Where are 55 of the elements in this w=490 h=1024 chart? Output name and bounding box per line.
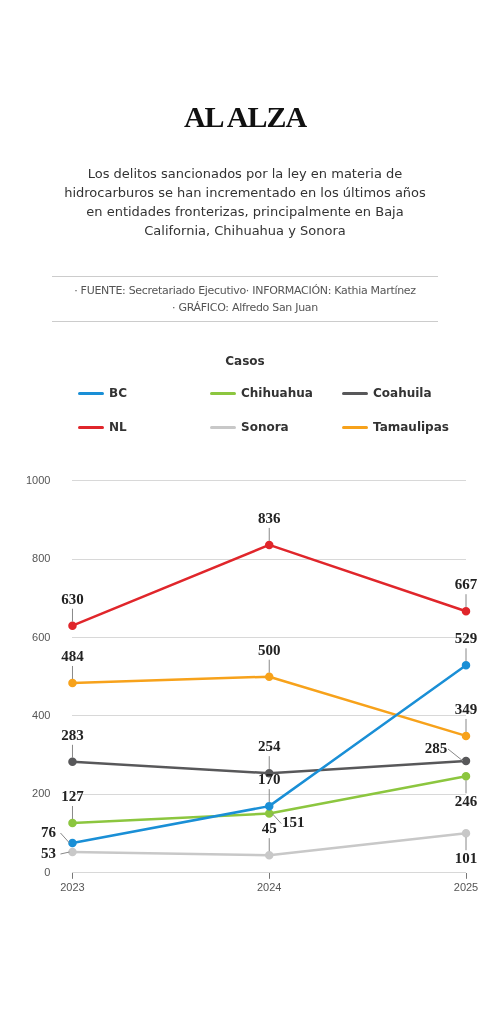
point bbox=[461, 828, 471, 838]
data-label: 500 bbox=[257, 641, 281, 658]
data-label: 101 bbox=[454, 850, 478, 867]
text: · GRÁFICO: Alfredo San Juan bbox=[171, 300, 319, 316]
data-label: 529 bbox=[454, 630, 478, 647]
chart-subtitle: Los delitos sancionados por la ley en materia de hidrocarburos se han incrementado en los últimos años en entidades fronterizas, principalmente en Baja California, Chihuahua y Sonora bbox=[63, 165, 427, 240]
point bbox=[461, 606, 471, 616]
data-label: 285 bbox=[424, 739, 448, 756]
data-label: 630 bbox=[61, 590, 84, 607]
y-tick-label: 600 bbox=[32, 630, 51, 643]
data-label: 151 bbox=[281, 814, 305, 831]
y-tick-label: 200 bbox=[32, 787, 51, 800]
point bbox=[264, 540, 274, 550]
y-tick-label: 1000 bbox=[25, 473, 51, 486]
point bbox=[68, 678, 77, 688]
legend-label: Sonora bbox=[240, 420, 290, 434]
point bbox=[264, 801, 274, 811]
y-tick-label: 800 bbox=[32, 552, 51, 565]
point bbox=[461, 661, 471, 670]
data-label: 53 bbox=[40, 844, 56, 861]
text: · FUENTE: Secretariado Ejecutivo· INFORMACIÓN: Kathia Martínez bbox=[73, 283, 417, 299]
point bbox=[264, 809, 274, 818]
point bbox=[68, 621, 77, 630]
data-label: 76 bbox=[40, 823, 57, 840]
point bbox=[264, 672, 274, 681]
point bbox=[68, 757, 77, 767]
chart-title: AL ALZA bbox=[182, 100, 308, 134]
data-label: 254 bbox=[257, 738, 281, 755]
data-label: 127 bbox=[61, 787, 85, 804]
point bbox=[461, 772, 471, 781]
x-tick-label: 2024 bbox=[256, 881, 282, 894]
data-label: 667 bbox=[454, 576, 478, 593]
point bbox=[264, 850, 274, 860]
y-tick-label: 0 bbox=[44, 865, 51, 878]
x-tick-label: 2025 bbox=[453, 881, 479, 894]
legend-label: Chihuahua bbox=[240, 386, 314, 400]
x-tick-label: 2023 bbox=[60, 881, 85, 894]
data-label: 349 bbox=[454, 700, 478, 717]
legend-label: NL bbox=[108, 420, 128, 434]
data-label: 283 bbox=[61, 726, 84, 743]
point bbox=[68, 838, 77, 848]
legend-label: Tamaulipas bbox=[372, 420, 450, 434]
y-tick-label: 400 bbox=[32, 708, 51, 721]
data-label: 45 bbox=[261, 820, 277, 837]
data-label: 246 bbox=[454, 793, 478, 810]
point bbox=[68, 818, 77, 828]
legend-label: Coahuila bbox=[372, 386, 433, 400]
data-label: 170 bbox=[257, 771, 281, 787]
data-label: 484 bbox=[61, 647, 85, 664]
legend-title: Casos bbox=[224, 354, 266, 368]
legend-label: BC bbox=[108, 386, 128, 400]
point bbox=[461, 756, 471, 766]
data-label: 836 bbox=[257, 509, 281, 526]
point bbox=[68, 847, 77, 857]
point bbox=[461, 731, 471, 741]
